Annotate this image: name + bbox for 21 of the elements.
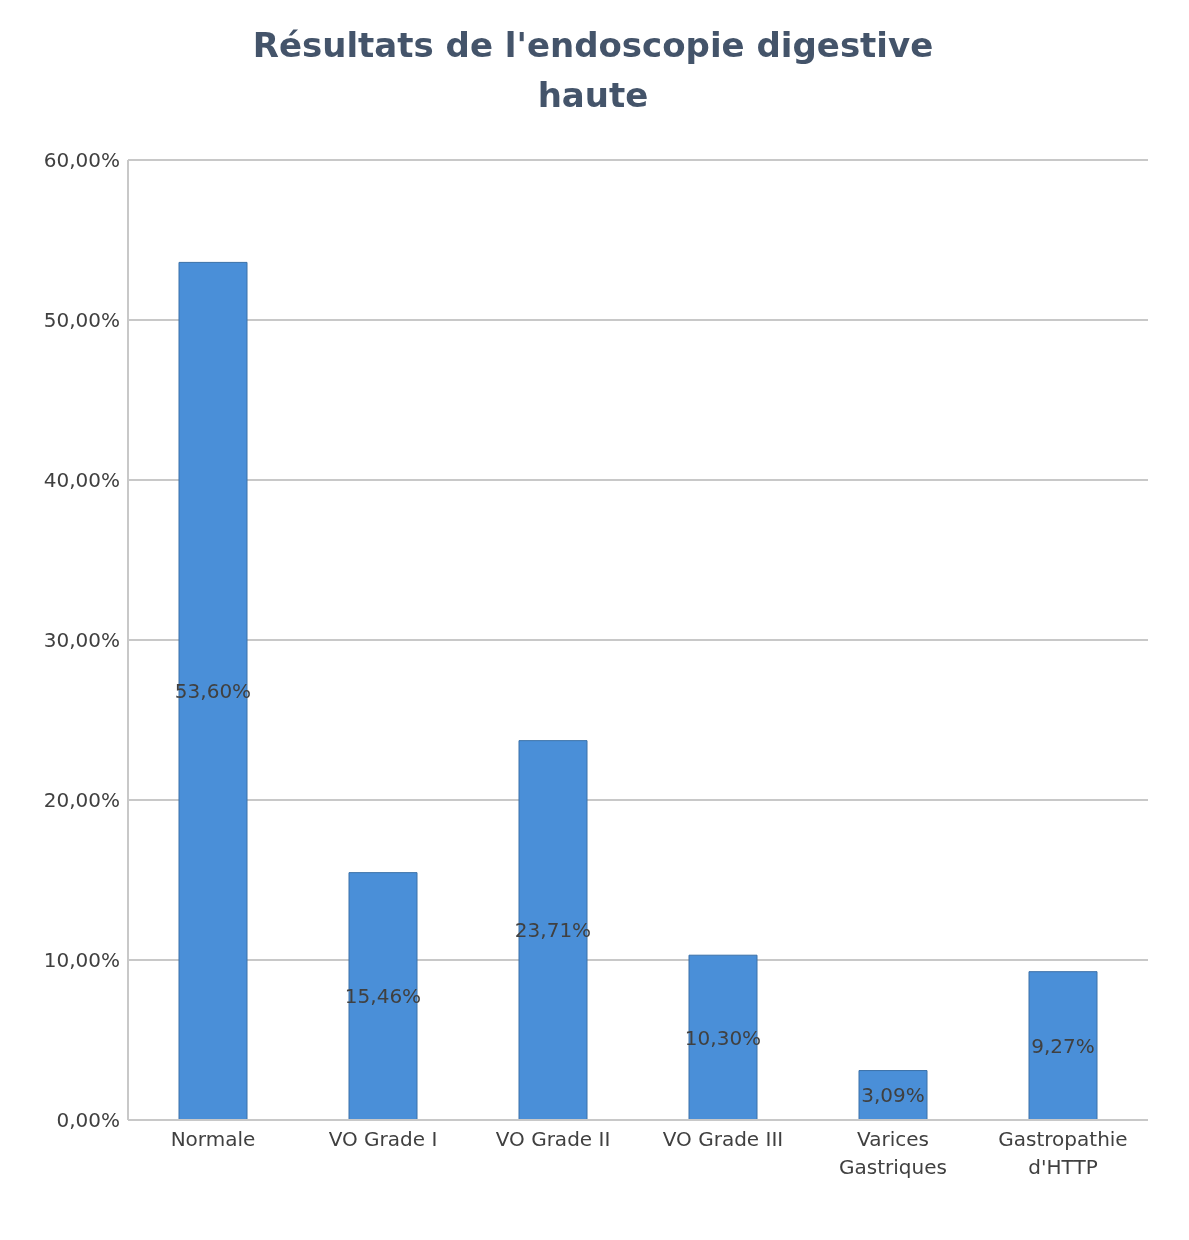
x-tick-label: Normale xyxy=(170,1127,256,1151)
x-tick-label: VO Grade II xyxy=(495,1127,611,1151)
x-tick-label: Gastropathie d'HTTP xyxy=(998,1127,1128,1179)
x-tick-label: Varices Gastriques xyxy=(839,1127,947,1179)
data-label: 3,09% xyxy=(861,1083,925,1108)
bar xyxy=(348,872,418,1120)
chart-title: Résultats de l'endoscopie digestive haute xyxy=(251,24,935,117)
y-tick-label: 20,00% xyxy=(43,788,120,813)
x-tick-label: VO Grade I xyxy=(328,1127,438,1151)
x-tick-label: VO Grade III xyxy=(662,1127,784,1151)
bar xyxy=(518,740,588,1120)
y-tick-label: 0,00% xyxy=(56,1108,120,1133)
y-tick-label: 60,00% xyxy=(43,148,120,173)
bar xyxy=(1028,971,1098,1120)
y-tick-label: 50,00% xyxy=(43,308,120,333)
y-tick-label: 30,00% xyxy=(43,628,120,653)
bar xyxy=(178,261,248,1120)
y-tick-label: 10,00% xyxy=(43,948,120,973)
y-tick-label: 40,00% xyxy=(43,468,120,493)
bar xyxy=(688,954,758,1120)
data-label: 9,27% xyxy=(1031,1033,1095,1058)
